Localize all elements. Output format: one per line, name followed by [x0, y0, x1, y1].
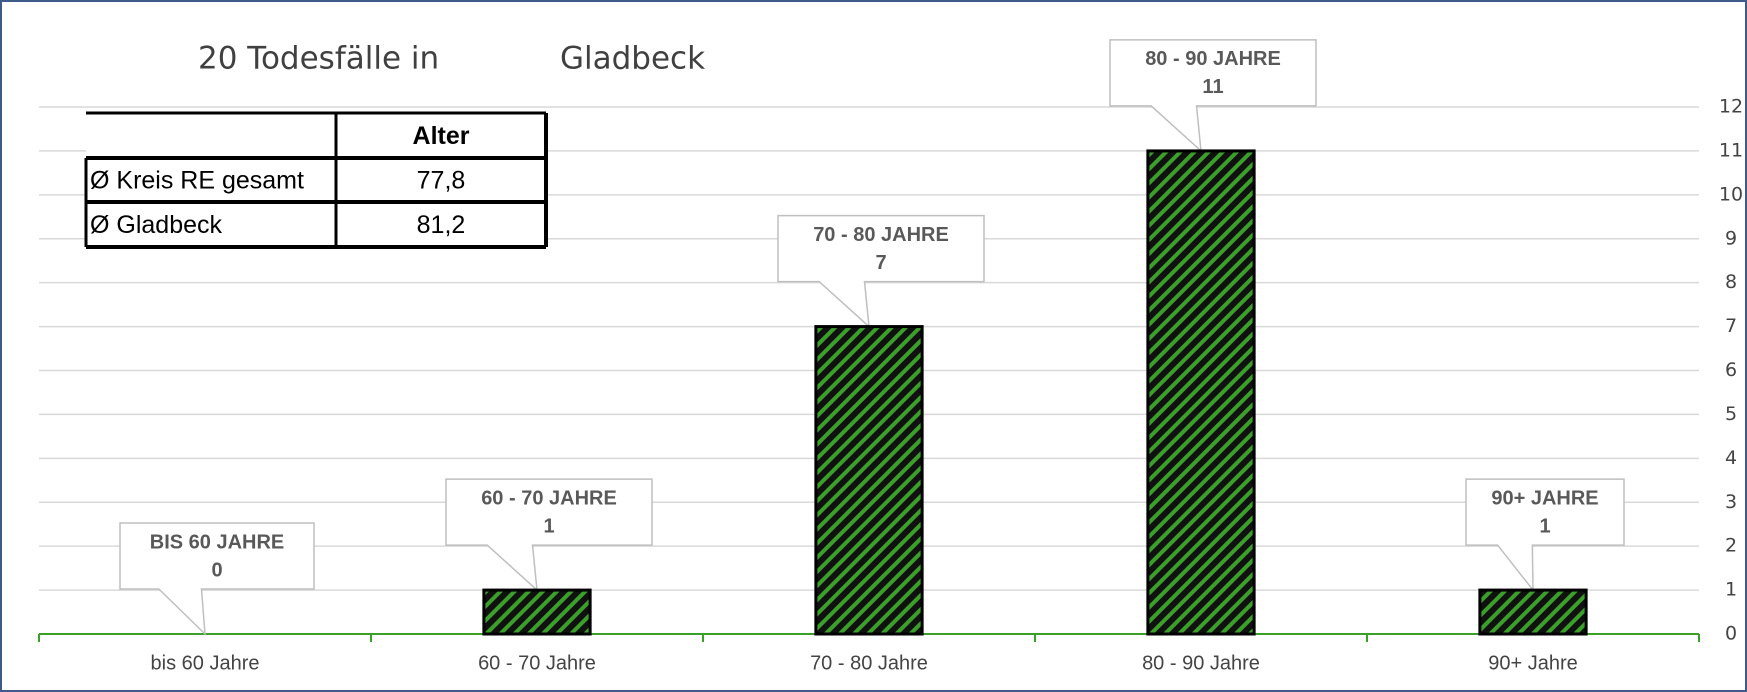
- y-tick-label: 9: [1725, 227, 1737, 249]
- y-tick-label: 6: [1725, 359, 1737, 381]
- y-tick-label: 12: [1719, 96, 1743, 118]
- x-tick-label: 80 - 90 Jahre: [1142, 652, 1260, 674]
- y-tick-label: 10: [1719, 183, 1743, 205]
- callout-box: [119, 522, 315, 636]
- callout-title: 70 - 80 JAHRE: [813, 224, 949, 246]
- callout-box: [445, 478, 653, 592]
- callout-title: 80 - 90 JAHRE: [1145, 48, 1281, 70]
- x-tick-label: bis 60 Jahre: [151, 652, 260, 674]
- bar: [1146, 149, 1256, 636]
- y-tick-label: 4: [1725, 447, 1737, 469]
- y-tick-label: 7: [1725, 315, 1737, 337]
- y-tick-label: 8: [1725, 271, 1737, 293]
- y-tick-label: 11: [1719, 139, 1743, 161]
- callouts: BIS 60 JAHRE 0 60 - 70 JAHRE 1 70 - 80 JAHRE…: [119, 39, 1625, 636]
- table-cell: 81,2: [417, 211, 466, 239]
- table-header: Alter: [413, 122, 470, 150]
- y-tick-label: 3: [1725, 491, 1737, 513]
- y-tick-label: 5: [1725, 403, 1737, 425]
- chart-title: 20 Todesfälle in: [198, 41, 439, 77]
- callout-title: 90+ JAHRE: [1491, 487, 1598, 509]
- data-label: 1: [1539, 515, 1550, 537]
- stats-table: Alter Ø Kreis RE gesamt 77,8 Ø Gladbeck 81,2: [84, 111, 548, 249]
- data-label: 11: [1202, 76, 1223, 98]
- chart-title: Gladbeck: [560, 41, 705, 77]
- x-tick-label: 70 - 80 Jahre: [810, 652, 928, 674]
- bar: [482, 588, 592, 636]
- x-tick-label: 90+ Jahre: [1488, 652, 1578, 674]
- callout-box: [1465, 478, 1625, 593]
- callout-title: 60 - 70 JAHRE: [481, 487, 617, 509]
- table-bg: [86, 113, 546, 247]
- data-label: 7: [875, 252, 886, 274]
- callout-title: BIS 60 JAHRE: [150, 531, 285, 553]
- callout-box: [1109, 39, 1317, 153]
- bar: [1478, 588, 1588, 636]
- y-tick-label: 0: [1725, 623, 1737, 645]
- table-cell: 77,8: [417, 167, 466, 195]
- table-cell: Ø Gladbeck: [90, 211, 223, 239]
- y-tick-label: 1: [1725, 579, 1737, 601]
- table-cell: Ø Kreis RE gesamt: [90, 167, 304, 195]
- callout-box: [777, 214, 985, 329]
- bar: [814, 325, 924, 636]
- x-tick-label: 60 - 70 Jahre: [478, 652, 596, 674]
- data-label: 1: [543, 515, 554, 537]
- y-tick-label: 2: [1725, 535, 1737, 557]
- data-label: 0: [211, 559, 222, 581]
